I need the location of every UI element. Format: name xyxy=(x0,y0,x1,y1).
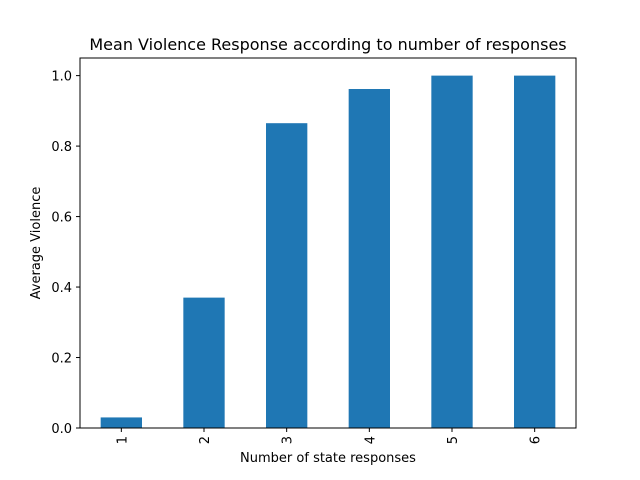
x-tick-label: 2 xyxy=(198,436,213,444)
x-axis-ticks: 1 2 3 4 5 6 xyxy=(115,428,544,444)
y-tick-label: 0.6 xyxy=(51,211,72,226)
x-tick-label: 1 xyxy=(115,436,130,444)
x-tick-label: 6 xyxy=(529,436,544,444)
bar-6 xyxy=(514,75,556,428)
bar-4 xyxy=(348,89,390,428)
y-tick-label: 0.8 xyxy=(51,140,72,155)
y-tick-label: 0.2 xyxy=(51,352,72,367)
bar-2 xyxy=(183,297,225,428)
x-tick-label: 3 xyxy=(281,436,296,444)
bar-1 xyxy=(100,417,142,428)
bars-group xyxy=(100,75,556,428)
y-tick-label: 1.0 xyxy=(51,70,72,85)
x-axis-title: Number of state responses xyxy=(240,451,416,466)
plot-frame xyxy=(79,57,577,429)
chart-title: Mean Violence Response according to numb… xyxy=(89,35,566,54)
x-tick-label: 5 xyxy=(446,436,461,444)
y-tick-label: 0.0 xyxy=(51,422,72,437)
y-axis-title: Average Violence xyxy=(29,187,44,300)
x-tick-label: 4 xyxy=(363,436,378,444)
bar-3 xyxy=(266,123,308,428)
bar-5 xyxy=(431,75,473,428)
y-tick-label: 0.4 xyxy=(51,281,72,296)
y-axis-ticks: 0.0 0.2 0.4 0.6 0.8 1.0 xyxy=(51,70,80,437)
